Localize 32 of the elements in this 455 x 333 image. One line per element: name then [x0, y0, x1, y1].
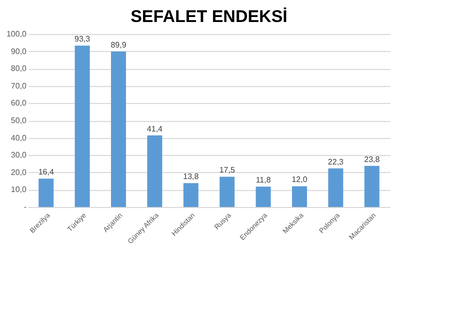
bar — [220, 176, 235, 207]
bar — [364, 166, 380, 207]
y-tick-label: 20,0 — [10, 168, 28, 177]
bar — [38, 178, 54, 207]
data-label: 22,3 — [328, 157, 344, 166]
y-tick-label: 30,0 — [10, 150, 28, 160]
chart-title: SEFALET ENDEKSİ — [130, 7, 288, 26]
y-tick-label: 50,0 — [10, 116, 28, 125]
y-tick-label: 80,0 — [10, 64, 28, 74]
bar — [328, 168, 344, 207]
y-tick-label: 90,0 — [10, 46, 28, 56]
bar — [292, 186, 307, 207]
bar — [183, 183, 198, 207]
bar — [111, 51, 126, 207]
data-label: 16,4 — [38, 168, 54, 177]
data-label: 41,4 — [146, 124, 164, 134]
bar — [256, 186, 271, 207]
data-label: 93,3 — [74, 34, 91, 44]
data-label: 13,8 — [183, 172, 200, 182]
y-tick-label: 40,0 — [10, 133, 28, 142]
data-label: 12,0 — [292, 175, 308, 184]
y-tick-label: 10,0 — [10, 185, 28, 194]
y-tick-label: - — [24, 202, 27, 212]
data-label: 17,5 — [219, 166, 236, 175]
data-label: 89,9 — [110, 40, 127, 50]
y-tick-label: 70,0 — [10, 81, 28, 90]
data-label: 23,8 — [364, 154, 380, 164]
data-label: 11,8 — [256, 176, 272, 185]
y-tick-label: 100,0 — [6, 30, 28, 38]
y-tick-label: 60,0 — [10, 98, 28, 108]
bar — [147, 135, 162, 207]
bar — [74, 46, 90, 207]
